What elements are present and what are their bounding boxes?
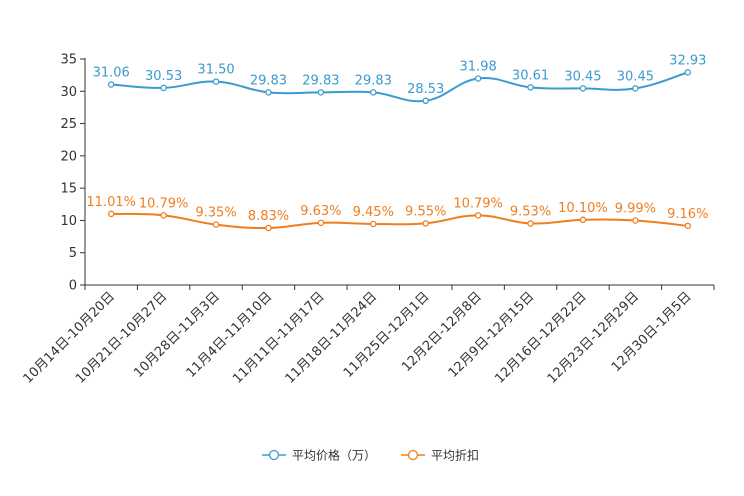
data-point[interactable]: [422, 97, 429, 105]
data-point[interactable]: [632, 217, 639, 224]
data-label: 10.79%: [453, 196, 503, 211]
data-point[interactable]: [684, 222, 692, 230]
legend-item-0[interactable]: 平均价格（万）: [262, 448, 376, 463]
data-label: 32.93: [669, 53, 706, 68]
data-label: 30.53: [145, 69, 182, 84]
x-axis-tick-label: 11月11日-11月17日: [230, 289, 327, 386]
data-label: 9.45%: [353, 205, 394, 220]
data-point[interactable]: [474, 75, 482, 82]
data-label: 30.61: [512, 68, 549, 83]
data-point[interactable]: [317, 89, 325, 96]
data-point[interactable]: [160, 84, 167, 92]
data-label: 9.63%: [300, 204, 341, 219]
x-axis-tick-label: 10月14日-10月20日: [21, 289, 118, 386]
data-label: 30.45: [617, 69, 654, 84]
y-axis-tick-label: 15: [60, 182, 77, 197]
data-point[interactable]: [212, 221, 220, 228]
data-label: 28.53: [407, 82, 444, 97]
data-label: 8.83%: [248, 209, 289, 224]
data-label: 9.55%: [405, 204, 446, 219]
data-point[interactable]: [579, 216, 587, 224]
data-label: 30.45: [564, 69, 601, 84]
legend-label: 平均折扣: [431, 448, 479, 463]
data-point[interactable]: [212, 78, 220, 85]
data-label: 9.53%: [510, 204, 551, 219]
chart-axes: 0 5 10 15 20 25 30 35: [60, 53, 715, 294]
data-label: 9.35%: [195, 206, 236, 221]
data-label: 10.79%: [139, 196, 189, 211]
data-point[interactable]: [107, 81, 115, 88]
data-label: 9.16%: [667, 207, 708, 222]
series-0: 31.06 30.53 31.50 29.83 29.83 29.83 28.53 31.98…: [93, 53, 706, 105]
y-axis-tick-label: 0: [69, 279, 77, 294]
x-axis-tick-label: 12月23日-12月29日: [545, 289, 642, 386]
y-axis-tick-label: 25: [60, 117, 77, 132]
x-axis-tick-labels: 10月14日-10月20日10月21日-10月27日10月28日-11月3日11…: [21, 289, 695, 386]
legend-label: 平均价格（万）: [292, 448, 376, 463]
data-point[interactable]: [474, 212, 482, 219]
legend-marker-icon: [268, 449, 280, 461]
data-point[interactable]: [527, 220, 534, 227]
data-point[interactable]: [684, 69, 692, 76]
x-axis-tick-label: 12月16日-12月22日: [492, 289, 589, 386]
data-label: 29.83: [355, 73, 392, 88]
data-point[interactable]: [317, 219, 325, 227]
chart-legend[interactable]: 平均价格（万） 平均折扣: [262, 448, 479, 463]
y-axis-tick-label: 10: [60, 214, 77, 229]
y-axis-tick-label: 30: [60, 85, 77, 100]
y-axis-tick-label: 35: [60, 53, 77, 68]
data-label: 31.06: [93, 65, 130, 80]
data-point[interactable]: [107, 210, 115, 218]
data-point[interactable]: [265, 224, 272, 232]
x-axis-tick-label: 10月21日-10月27日: [73, 289, 170, 386]
data-point[interactable]: [527, 84, 534, 91]
data-point[interactable]: [579, 85, 587, 92]
data-label: 11.01%: [86, 195, 136, 210]
data-point[interactable]: [422, 220, 429, 227]
data-label: 31.98: [460, 60, 497, 75]
data-point[interactable]: [370, 220, 377, 228]
legend-item-1[interactable]: 平均折扣: [401, 448, 479, 463]
y-axis-tick-label: 5: [69, 246, 77, 261]
chart-series: 31.06 30.53 31.50 29.83 29.83 29.83 28.53 31.98…: [86, 53, 708, 232]
data-label: 29.83: [302, 73, 339, 88]
data-label: 31.50: [197, 63, 234, 78]
data-point[interactable]: [370, 89, 377, 96]
data-point[interactable]: [632, 85, 639, 92]
series-line: [111, 71, 689, 103]
data-label: 10.10%: [558, 201, 608, 216]
data-point[interactable]: [265, 89, 272, 96]
data-label: 9.99%: [615, 201, 656, 216]
series-1: 11.01% 10.79%9.35% 8.83% 9.63% 9.45% 9.55%10.…: [86, 195, 708, 232]
x-axis-tick-label: 11月18日-11月24日: [283, 289, 380, 386]
data-point[interactable]: [160, 212, 167, 219]
series-line: [111, 212, 688, 230]
data-label: 29.83: [250, 73, 287, 88]
legend-marker-icon: [407, 449, 419, 461]
y-axis-tick-label: 20: [60, 149, 77, 164]
